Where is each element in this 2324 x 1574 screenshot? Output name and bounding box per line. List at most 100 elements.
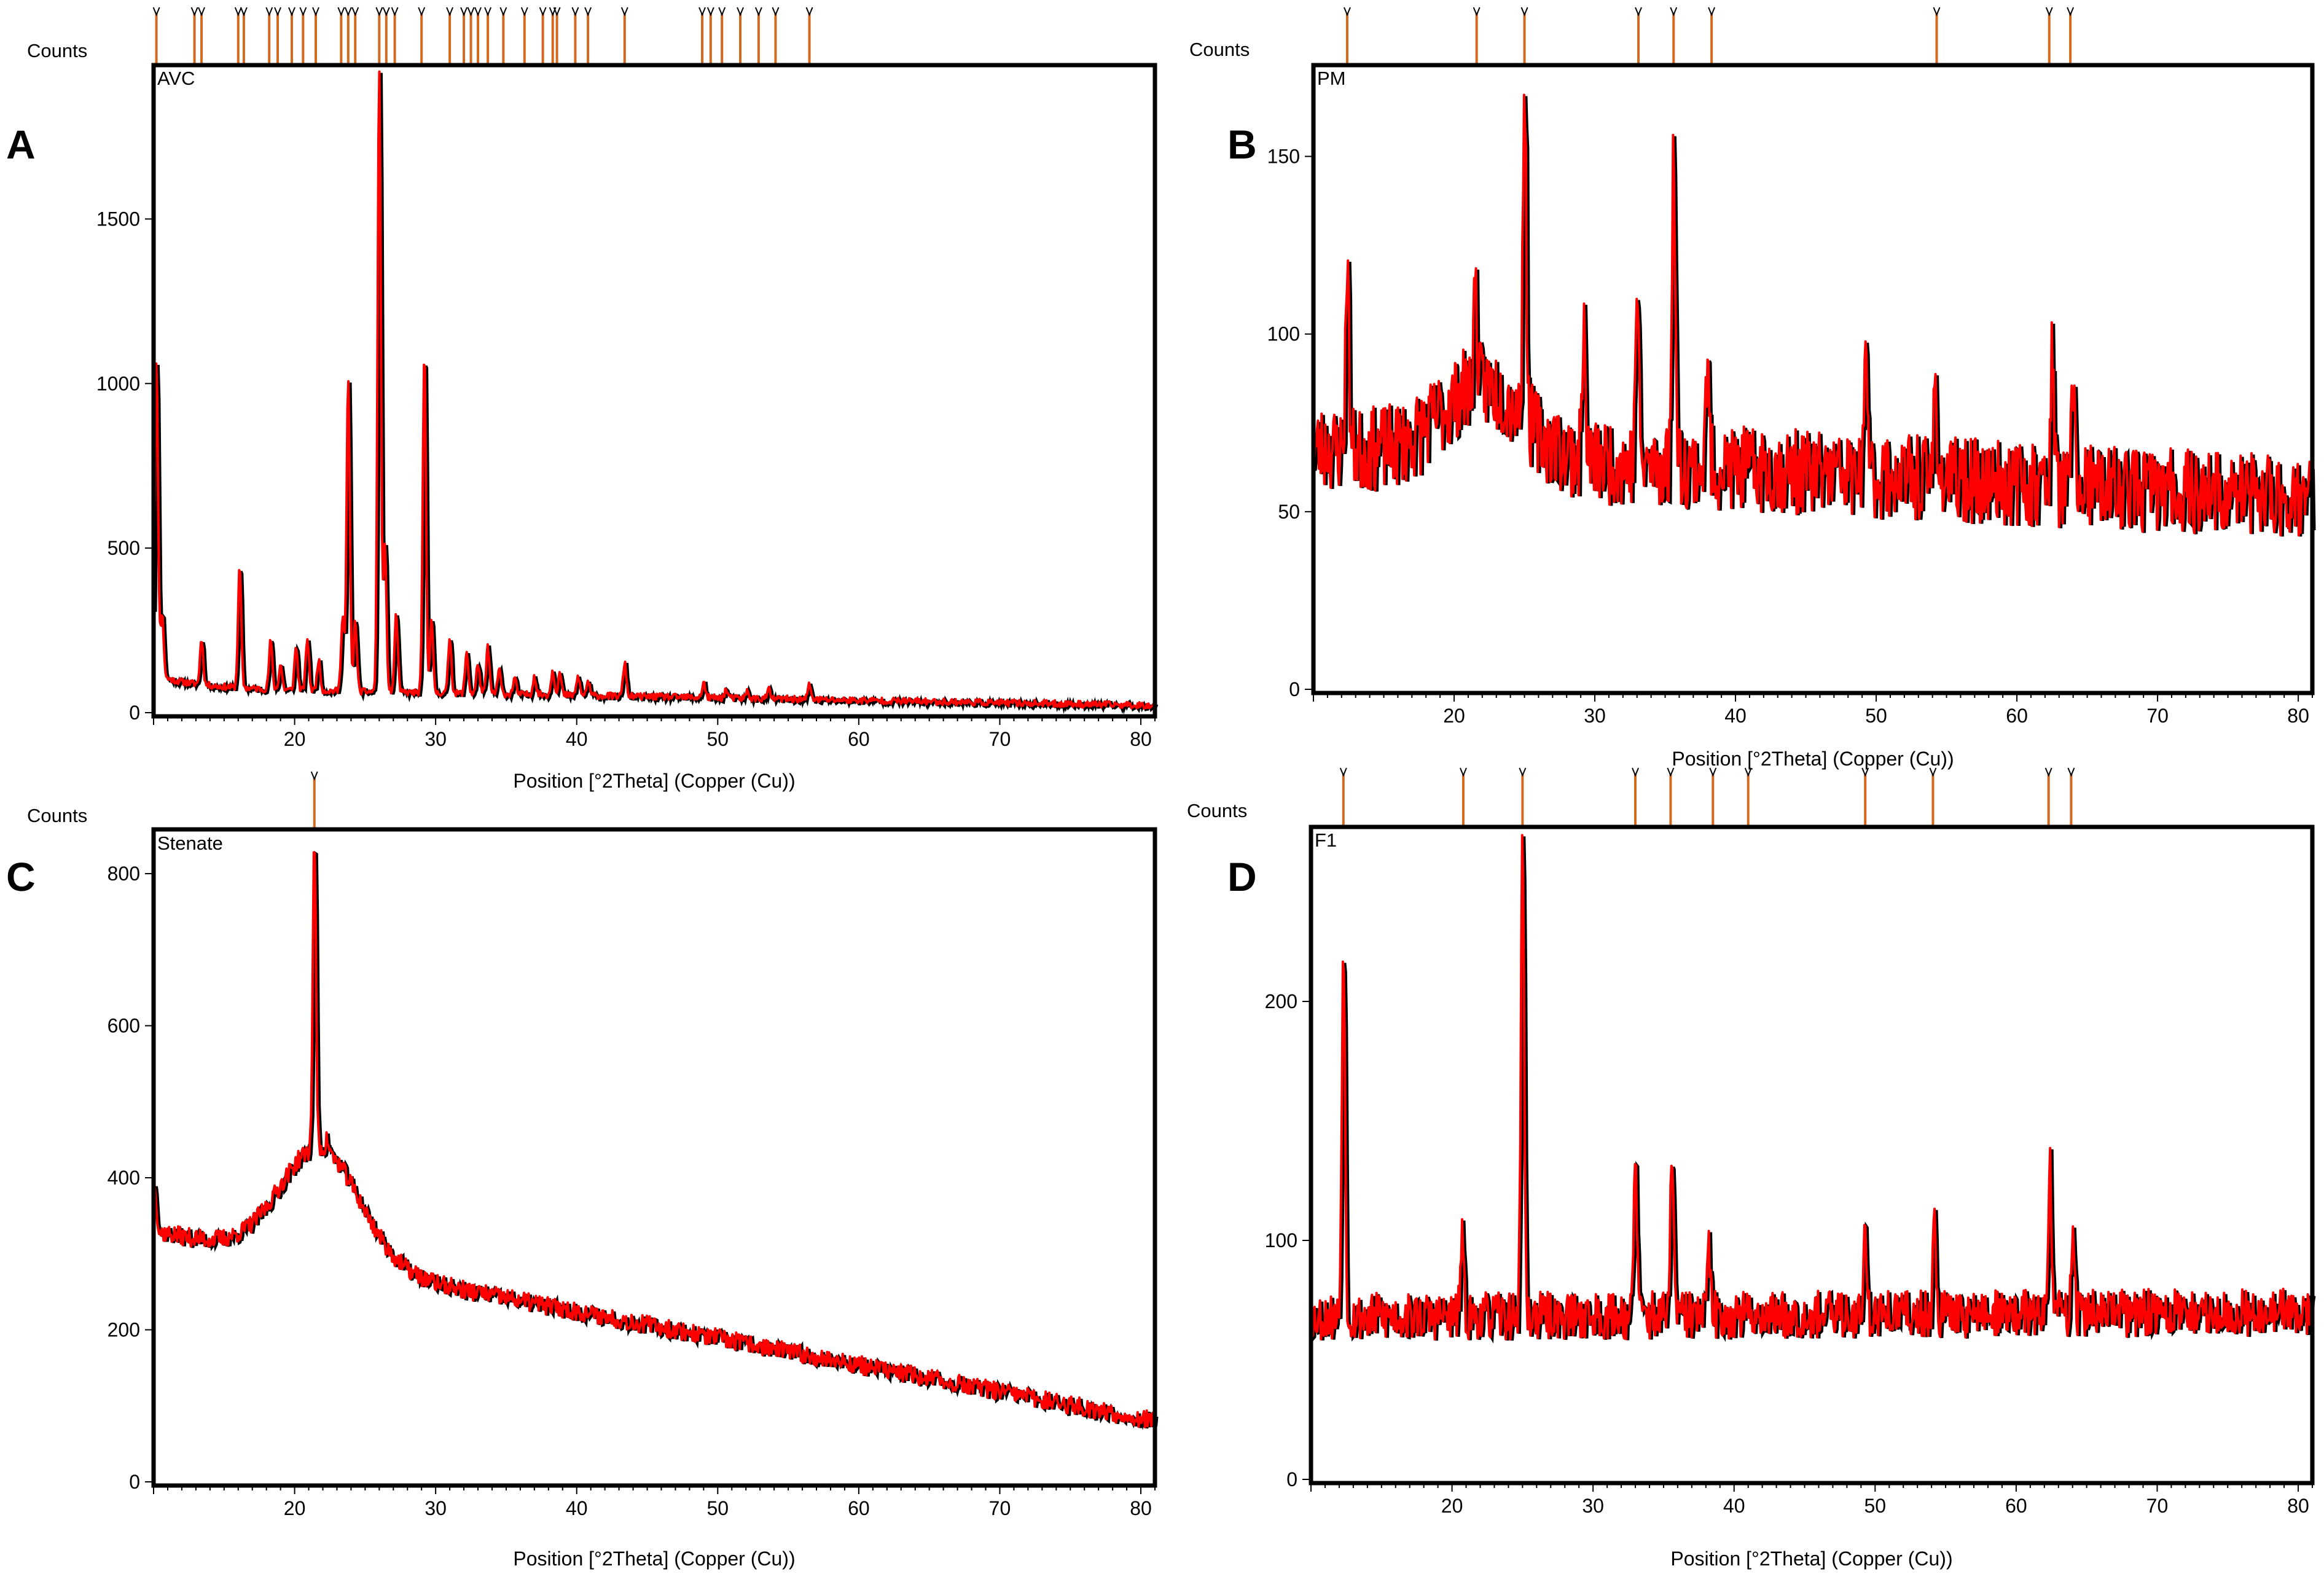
panel-c-y-tick-label: 200	[108, 1319, 140, 1341]
panel-d-letter: D	[1227, 854, 1257, 899]
panel-d-reference-caret	[1339, 767, 1347, 777]
panel-a-reference-caret	[772, 7, 780, 17]
panel-c-x-tick-label: 20	[284, 1497, 306, 1519]
panel-b-frame	[1311, 63, 2315, 695]
panel-d-x-axis-title: Position [°2Theta] (Copper (Cu))	[1670, 1548, 1952, 1570]
panel-b-x-tick-label: 70	[2146, 705, 2169, 727]
panel-b-x-axis: 20 30 40 50 60 70 80	[1313, 693, 2313, 727]
panel-c-y-tick-label: 800	[108, 863, 140, 885]
panel-a-y-tick-label: 1500	[96, 208, 140, 230]
panel-d-x-tick-label: 30	[1582, 1495, 1604, 1517]
panel-a-reference-caret	[805, 7, 813, 17]
panel-a-y-axis: 0 500 1000 1500	[96, 208, 154, 724]
panel-a-x-tick-label: 40	[566, 728, 588, 750]
panel-b-y-axis: 0 50 100 150	[1267, 146, 1313, 700]
panel-d-y-tick-label: 100	[1265, 1229, 1297, 1251]
panel-c-x-axis-title: Position [°2Theta] (Copper (Cu))	[513, 1548, 795, 1570]
panel-d-y-tick-label: 200	[1265, 990, 1297, 1012]
panel-b: B Counts PM 20 30 40 50 60 70 80 0 50 100 150 Pos…	[1189, 7, 2316, 770]
panel-a-reference-caret	[299, 7, 307, 17]
panel-d-x-tick-label: 20	[1441, 1495, 1463, 1517]
panel-b-reference-caret	[1344, 7, 1351, 17]
panel-a-reference-caret	[234, 7, 242, 17]
panel-c-x-tick-label: 60	[848, 1497, 870, 1519]
panel-d-frame	[1309, 824, 2315, 1486]
panel-c-letter: C	[6, 854, 36, 899]
panel-a-reference-caret	[446, 7, 454, 17]
panel-b-reference-caret	[2067, 7, 2075, 17]
panel-a-reference-markers	[152, 7, 813, 65]
panel-a-reference-caret	[698, 7, 706, 17]
panel-b-y-tick-label: 150	[1267, 146, 1300, 168]
panel-a-reference-caret	[337, 7, 345, 17]
panel-c-plot-area	[152, 850, 1159, 1430]
panel-d-series-line	[1310, 834, 2314, 1341]
panel-a-reference-caret	[418, 7, 426, 17]
panel-a-counts-label: Counts	[27, 40, 87, 61]
panel-a-reference-caret	[620, 7, 628, 17]
panel-a-reference-caret	[288, 7, 295, 17]
panel-d-x-tick-label: 70	[2146, 1495, 2169, 1517]
panel-c-frame	[151, 827, 1157, 1488]
panel-d-x-tick-label: 80	[2287, 1495, 2309, 1517]
panel-d-plot-area	[1310, 834, 2316, 1344]
panel-b-x-tick-label: 80	[2287, 705, 2309, 727]
panel-d: D Counts F1 20 30 40 50 60 70 80 0 100 200 Posit…	[1187, 767, 2316, 1570]
panel-d-reference-caret	[1667, 767, 1675, 777]
panel-a-reference-caret	[754, 7, 762, 17]
panel-c-series-line	[152, 851, 1156, 1428]
panel-a-x-tick-label: 20	[284, 728, 306, 750]
panel-b-reference-caret	[1473, 7, 1481, 17]
panel-c-x-tick-label: 70	[989, 1497, 1011, 1519]
panel-d-reference-caret	[1744, 767, 1752, 777]
panel-a-reference-caret	[391, 7, 399, 17]
panel-d-reference-caret	[1709, 767, 1717, 777]
panel-c-x-tick-label: 30	[425, 1497, 447, 1519]
panel-a-frame	[151, 63, 1157, 719]
panel-d-reference-caret	[1632, 767, 1639, 777]
panel-d-counts-label: Counts	[1187, 800, 1247, 821]
panel-b-x-tick-label: 20	[1443, 705, 1465, 727]
panel-d-sample-label: F1	[1315, 829, 1337, 851]
panel-b-y-tick-label: 0	[1289, 678, 1300, 700]
panel-a-y-tick-label: 1000	[96, 372, 140, 394]
panel-a-reference-caret	[474, 7, 482, 17]
panel-d-x-tick-label: 60	[2005, 1495, 2027, 1517]
panel-a-reference-caret	[553, 7, 561, 17]
panel-c-x-tick-label: 40	[566, 1497, 588, 1519]
panel-c-y-tick-label: 600	[108, 1015, 140, 1037]
panel-a-reference-caret	[571, 7, 579, 17]
panel-c-x-axis: 20 30 40 50 60 70 80	[153, 1486, 1156, 1519]
panel-c-y-axis: 0 200 400 600 800	[108, 863, 154, 1493]
panel-b-letter: B	[1227, 122, 1257, 167]
panel-d-reference-caret	[1861, 767, 1869, 777]
panel-a-reference-caret	[344, 7, 352, 17]
panel-b-plot-area	[1312, 93, 2316, 537]
panel-a-x-axis: 20 30 40 50 60 70 80	[153, 716, 1156, 750]
panel-a-reference-caret	[351, 7, 359, 17]
panel-d-x-axis: 20 30 40 50 60 70 80	[1310, 1483, 2313, 1517]
panel-a-reference-caret	[737, 7, 744, 17]
panel-d-reference-caret	[2067, 767, 2075, 777]
panel-a-reference-caret	[274, 7, 281, 17]
panel-b-series-line	[1312, 93, 2314, 537]
panel-a-reference-caret	[520, 7, 528, 17]
panel-d-x-tick-label: 50	[1864, 1495, 1887, 1517]
panel-a-series-line	[152, 70, 1156, 710]
panel-d-y-tick-label: 0	[1286, 1468, 1297, 1490]
panel-a-reference-caret	[375, 7, 383, 17]
panel-a-reference-caret	[584, 7, 592, 17]
panel-b-sample-label: PM	[1317, 68, 1346, 89]
panel-a-sample-label: AVC	[157, 68, 195, 89]
panel-a-y-tick-label: 500	[108, 537, 140, 559]
panel-a-x-tick-label: 60	[848, 728, 870, 750]
panel-d-reference-caret	[2044, 767, 2052, 777]
panel-a-reference-caret	[467, 7, 475, 17]
panel-a-reference-caret	[240, 7, 248, 17]
panel-b-reference-caret	[1933, 7, 1941, 17]
panel-c-y-tick-label: 0	[129, 1471, 140, 1493]
panel-a-plot-area	[152, 70, 1159, 715]
panel-a-reference-caret	[539, 7, 547, 17]
panel-d-reference-markers	[1339, 767, 2075, 827]
